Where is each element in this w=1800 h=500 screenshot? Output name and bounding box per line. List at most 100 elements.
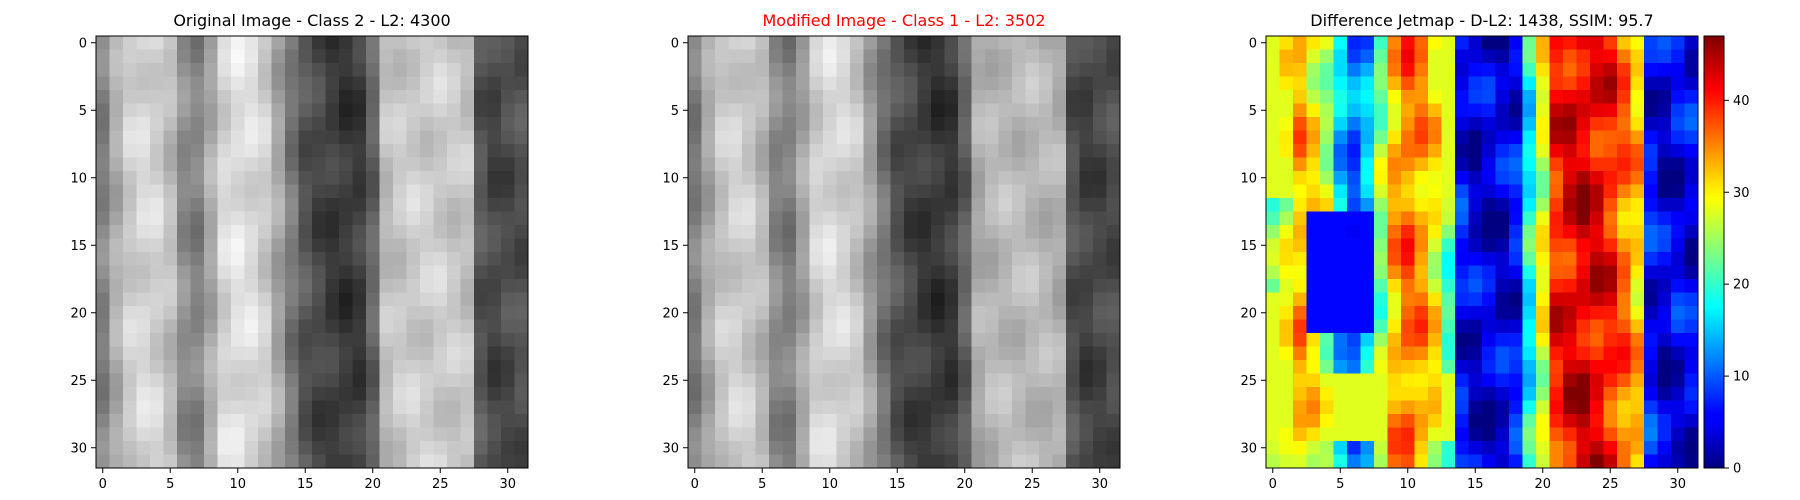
heatmap-cell	[1374, 117, 1388, 131]
heatmap-cell	[1012, 441, 1026, 455]
heatmap-cell	[366, 144, 380, 158]
heatmap-cell	[177, 454, 191, 469]
heatmap-cell	[944, 400, 959, 415]
heatmap-cell	[501, 319, 515, 334]
heatmap-cell	[809, 63, 824, 77]
heatmap-cell	[1106, 427, 1121, 442]
heatmap-cell	[298, 103, 313, 118]
heatmap-cell	[1293, 441, 1307, 455]
heatmap-cell	[1590, 265, 1604, 280]
heatmap-cell	[285, 184, 299, 199]
heatmap-cell	[877, 400, 891, 415]
heatmap-cell	[204, 211, 218, 226]
heatmap-cell	[931, 333, 945, 347]
heatmap-cell	[715, 49, 729, 64]
heatmap-cell	[1468, 333, 1483, 347]
heatmap-cell	[1536, 265, 1550, 280]
heatmap-cell	[971, 306, 986, 320]
heatmap-cell	[136, 387, 151, 401]
heatmap-cell	[823, 157, 837, 172]
heatmap-cell	[1333, 265, 1348, 280]
heatmap-cell	[1039, 63, 1053, 77]
heatmap-cell	[420, 319, 434, 334]
heatmap-cell	[971, 157, 986, 172]
heatmap-cell	[501, 454, 515, 469]
heatmap-cell	[393, 414, 407, 428]
heatmap-cell	[1306, 117, 1321, 131]
heatmap-cell	[204, 292, 218, 307]
heatmap-cell	[715, 252, 729, 266]
heatmap-cell	[1671, 360, 1685, 374]
heatmap-cell	[1630, 252, 1645, 266]
heatmap-cell	[1603, 292, 1618, 307]
heatmap-cell	[325, 252, 340, 266]
heatmap-cell	[271, 103, 286, 118]
heatmap-cell	[715, 211, 729, 226]
heatmap-cell	[406, 333, 421, 347]
heatmap-cell	[136, 63, 151, 77]
heatmap-cell	[1066, 90, 1080, 104]
heatmap-cell	[850, 265, 864, 280]
heatmap-cell	[150, 157, 164, 172]
heatmap-cell	[501, 198, 515, 212]
heatmap-cell	[231, 225, 245, 239]
heatmap-cell	[769, 130, 783, 145]
heatmap-cell	[433, 130, 448, 145]
heatmap-cell	[944, 441, 959, 455]
heatmap-cell	[931, 157, 945, 172]
heatmap-cell	[1333, 306, 1348, 320]
heatmap-cell	[1495, 360, 1510, 374]
heatmap-cell	[190, 427, 205, 442]
heatmap-cell	[823, 427, 837, 442]
heatmap-cell	[298, 346, 313, 361]
heatmap-cell	[339, 319, 353, 334]
heatmap-cell	[1671, 414, 1685, 428]
heatmap-cell	[312, 441, 326, 455]
heatmap-cell	[1387, 211, 1402, 226]
heatmap-cell	[244, 36, 259, 50]
heatmap-cell	[1374, 346, 1388, 361]
heatmap-cell	[1266, 373, 1280, 388]
heatmap-cell	[339, 76, 353, 91]
heatmap-cell	[1603, 198, 1618, 212]
heatmap-cell	[1039, 49, 1053, 64]
heatmap-cell	[728, 373, 743, 388]
heatmap-cell	[985, 252, 999, 266]
heatmap-cell	[1603, 414, 1618, 428]
heatmap-cell	[379, 49, 394, 64]
heatmap-cell	[1360, 279, 1375, 293]
heatmap-cell	[1630, 117, 1645, 131]
heatmap-cell	[217, 292, 232, 307]
heatmap-cell	[501, 252, 515, 266]
heatmap-cell	[1266, 292, 1280, 307]
heatmap-cell	[809, 171, 824, 185]
heatmap-cell	[1495, 130, 1510, 145]
heatmap-cell	[1093, 157, 1107, 172]
heatmap-cell	[474, 63, 488, 77]
heatmap-cell	[123, 198, 137, 212]
x-tick-label: 15	[297, 477, 314, 492]
heatmap-cell	[1657, 292, 1672, 307]
heatmap-cell	[1279, 225, 1294, 239]
panel-original: Original Image - Class 2 - L2: 4300 0 5 10…	[70, 11, 529, 492]
heatmap-cell	[1590, 225, 1604, 239]
heatmap-cell	[1455, 441, 1469, 455]
heatmap-cell	[1441, 36, 1456, 50]
heatmap-cell	[1414, 130, 1429, 145]
heatmap-cell	[1306, 400, 1321, 415]
heatmap-cell	[325, 90, 340, 104]
heatmap-cell	[433, 198, 448, 212]
heatmap-cell	[1684, 346, 1699, 361]
heatmap-cell	[312, 346, 326, 361]
heatmap-cell	[298, 76, 313, 91]
heatmap-cell	[244, 265, 259, 280]
heatmap-cell	[1320, 198, 1334, 212]
heatmap-cell	[460, 144, 475, 158]
heatmap-cell	[796, 211, 810, 226]
heatmap-cell	[958, 63, 972, 77]
heatmap-cell	[904, 400, 918, 415]
heatmap-cell	[728, 387, 743, 401]
heatmap-cell	[514, 306, 529, 320]
heatmap-cell	[312, 63, 326, 77]
